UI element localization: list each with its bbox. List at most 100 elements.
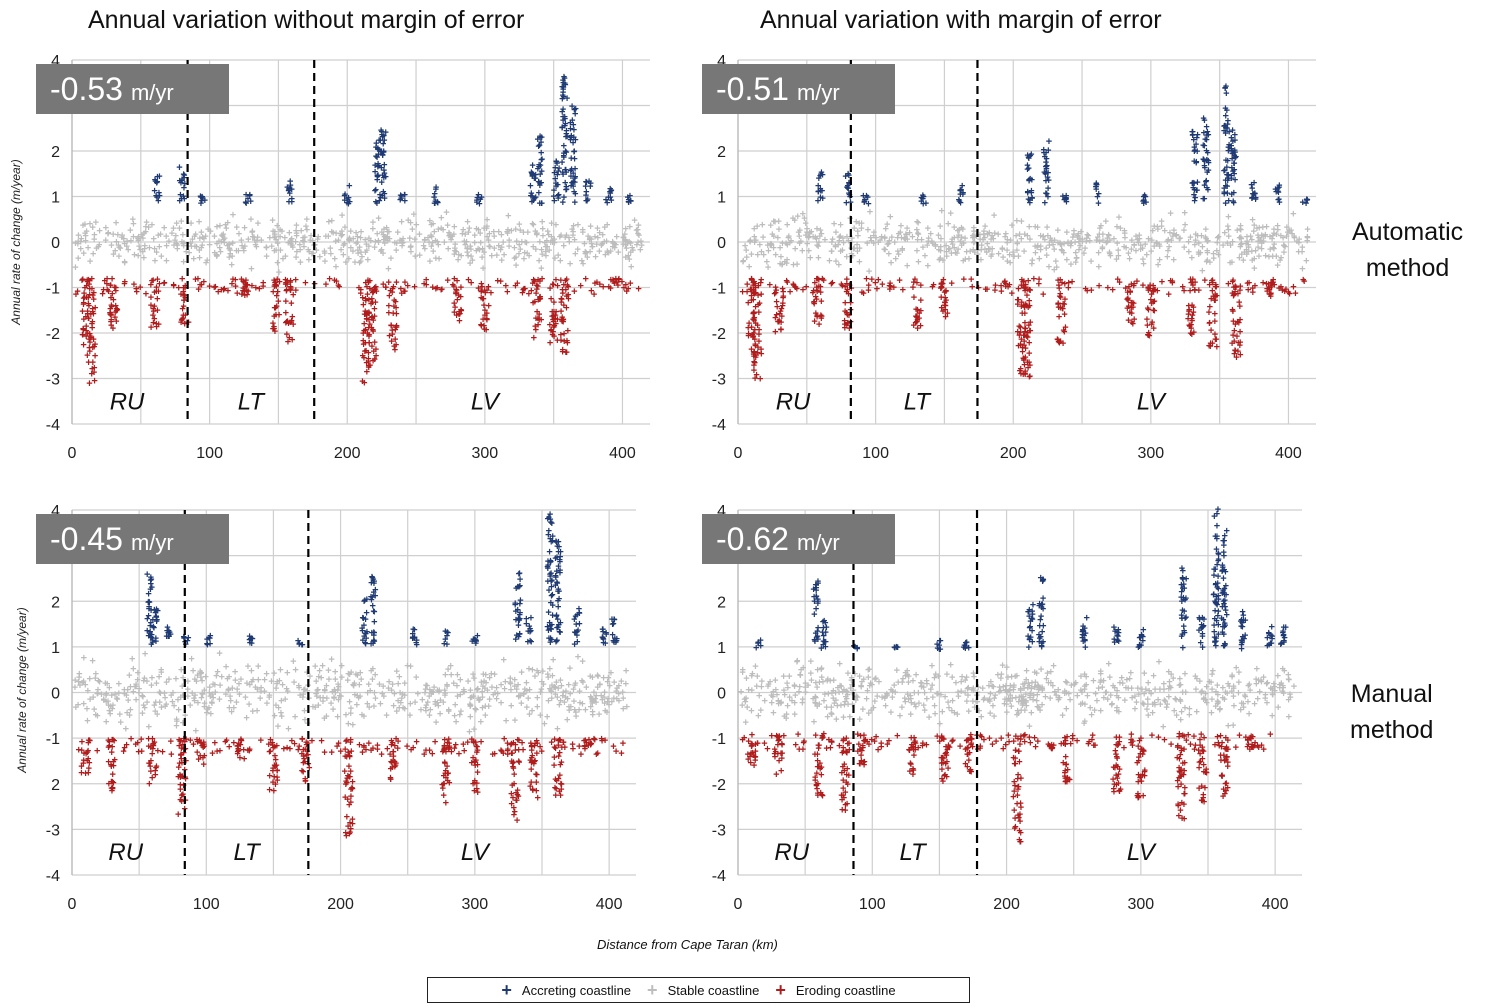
stable-point: +: [389, 679, 395, 691]
stable-point: +: [546, 230, 552, 242]
stable-point: +: [839, 245, 845, 257]
accreting-point: +: [557, 557, 563, 569]
stable-point: +: [254, 236, 260, 248]
accreting-point: +: [556, 163, 562, 175]
eroding-point: +: [150, 275, 156, 287]
stable-point: +: [310, 236, 316, 248]
accreting-point: +: [361, 596, 367, 608]
accreting-point: +: [156, 190, 162, 202]
stable-point: +: [840, 712, 846, 724]
stable-point: +: [105, 228, 111, 240]
stable-point: +: [1156, 657, 1162, 669]
stable-point: +: [196, 253, 202, 265]
stable-point: +: [532, 671, 538, 683]
stable-point: +: [217, 220, 223, 232]
stable-point: +: [411, 209, 417, 221]
stable-point: +: [584, 252, 590, 264]
stable-point: +: [272, 231, 278, 243]
accreting-point: +: [570, 168, 576, 180]
eroding-point: +: [302, 278, 308, 290]
stable-point: +: [580, 258, 586, 270]
eroding-point: +: [635, 283, 641, 295]
stable-point: +: [596, 246, 602, 258]
accreting-point: +: [572, 104, 578, 116]
stable-point: +: [211, 231, 217, 243]
stable-point: +: [81, 248, 87, 260]
stable-point: +: [119, 230, 125, 242]
stable-point: +: [75, 238, 81, 250]
eroding-point: +: [80, 293, 86, 305]
accreting-point: +: [379, 177, 385, 189]
accreting-point: +: [572, 134, 578, 146]
stable-point: +: [1061, 688, 1067, 700]
stable-point: +: [1107, 251, 1113, 263]
eroding-point: +: [180, 301, 186, 313]
accreting-point: +: [625, 195, 631, 207]
accreting-point: +: [377, 192, 383, 204]
accreting-point: +: [432, 198, 438, 210]
stable-point: +: [130, 219, 136, 231]
stable-point: +: [369, 674, 375, 686]
accreting-point: +: [572, 172, 578, 184]
eroding-point: +: [146, 778, 152, 790]
stable-point: +: [932, 241, 938, 253]
stable-point: +: [1075, 230, 1081, 242]
stable-point: +: [613, 240, 619, 252]
stable-point: +: [465, 251, 471, 263]
stable-point: +: [361, 711, 367, 723]
stable-point: +: [78, 234, 84, 246]
stable-point: +: [634, 224, 640, 236]
stable-point: +: [293, 231, 299, 243]
accreting-point: +: [347, 197, 353, 209]
stable-point: +: [303, 221, 309, 233]
eroding-point: +: [910, 277, 916, 289]
region-label-lv: LV: [461, 839, 491, 866]
accreting-point: +: [572, 189, 578, 201]
eroding-point: +: [550, 314, 556, 326]
stable-point: +: [570, 230, 576, 242]
accreting-point: +: [381, 193, 387, 205]
eroding-point: +: [522, 284, 528, 296]
accreting-point: +: [536, 159, 542, 171]
eroding-point: +: [495, 275, 501, 287]
accreting-point: +: [584, 195, 590, 207]
stable-point: +: [171, 240, 177, 252]
stable-point: +: [609, 237, 615, 249]
stable-point: +: [110, 700, 116, 712]
stable-point: +: [298, 225, 304, 237]
stable-point: +: [520, 227, 526, 239]
y-tick-label: -2: [46, 326, 60, 343]
stable-point: +: [157, 229, 163, 241]
eroding-point: +: [491, 749, 497, 761]
accreting-point: +: [478, 192, 484, 204]
eroding-point: +: [181, 290, 187, 302]
eroding-point: +: [401, 286, 407, 298]
accreting-point: +: [532, 173, 538, 185]
eroding-point: +: [457, 291, 463, 303]
stable-point: +: [469, 255, 475, 267]
eroding-point: +: [239, 289, 245, 301]
stable-point: +: [288, 237, 294, 249]
accreting-point: +: [372, 160, 378, 172]
accreting-point: +: [560, 87, 566, 99]
eroding-point: +: [1268, 291, 1274, 303]
stable-point: +: [191, 231, 197, 243]
eroding-point: +: [472, 757, 478, 769]
eroding-point: +: [1146, 330, 1152, 342]
eroding-point: +: [92, 350, 98, 362]
eroding-point: +: [180, 282, 186, 294]
stable-point: +: [628, 261, 634, 273]
stable-point: +: [627, 238, 633, 250]
stable-point: +: [274, 238, 280, 250]
stable-point: +: [494, 250, 500, 262]
eroding-point: +: [445, 744, 451, 756]
stable-point: +: [493, 693, 499, 705]
stable-point: +: [282, 251, 288, 263]
eroding-point: +: [178, 754, 184, 766]
stable-point: +: [413, 672, 419, 684]
eroding-point: +: [528, 286, 534, 298]
stable-point: +: [393, 245, 399, 257]
eroding-point: +: [293, 285, 299, 297]
stable-point: +: [401, 678, 407, 690]
stable-point: +: [1131, 239, 1137, 251]
